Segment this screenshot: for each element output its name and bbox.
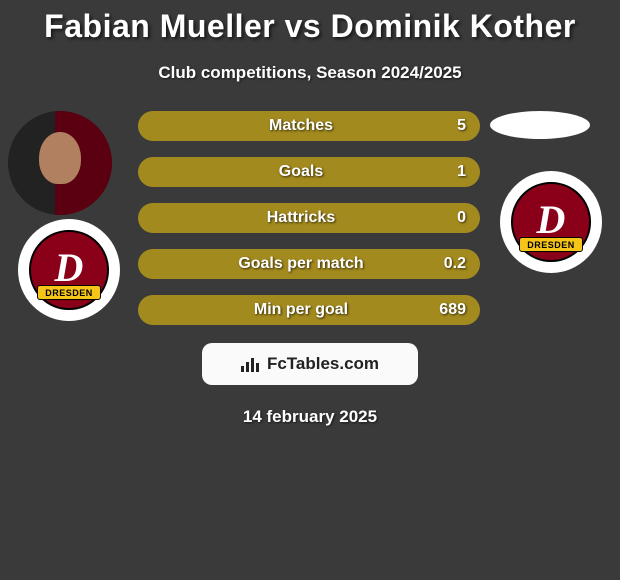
stat-label: Goals	[138, 163, 464, 181]
badge-label: DRESDEN	[519, 237, 583, 252]
stat-value: 0.2	[444, 255, 466, 273]
player-avatar-left	[8, 111, 112, 215]
stat-value: 5	[457, 117, 466, 135]
stat-value: 0	[457, 209, 466, 227]
page-subtitle: Club competitions, Season 2024/2025	[0, 63, 620, 83]
stat-label: Hattricks	[138, 209, 464, 227]
stat-bar: Goals1	[138, 157, 480, 187]
club-badge-left: D DRESDEN	[18, 219, 120, 321]
stat-label: Goals per match	[138, 255, 464, 273]
stat-bar: Goals per match0.2	[138, 249, 480, 279]
attribution-badge[interactable]: FcTables.com	[202, 343, 418, 385]
comparison-panel: D DRESDEN D DRESDEN Matches5 Goals1 Hattri…	[0, 111, 620, 325]
stat-value: 689	[439, 301, 466, 319]
stat-bar: Min per goal689	[138, 295, 480, 325]
stat-label: Matches	[138, 117, 464, 135]
page-title: Fabian Mueller vs Dominik Kother	[0, 0, 620, 45]
attribution-text: FcTables.com	[267, 354, 379, 374]
chart-icon	[241, 356, 261, 372]
stat-value: 1	[457, 163, 466, 181]
club-badge-right: D DRESDEN	[500, 171, 602, 273]
stat-bar: Matches5	[138, 111, 480, 141]
player-avatar-right	[490, 111, 590, 139]
badge-label: DRESDEN	[37, 285, 101, 300]
stat-label: Min per goal	[138, 301, 464, 319]
stat-bar: Hattricks0	[138, 203, 480, 233]
stat-bars: Matches5Goals1Hattricks0Goals per match0…	[138, 111, 480, 325]
snapshot-date: 14 february 2025	[0, 407, 620, 427]
